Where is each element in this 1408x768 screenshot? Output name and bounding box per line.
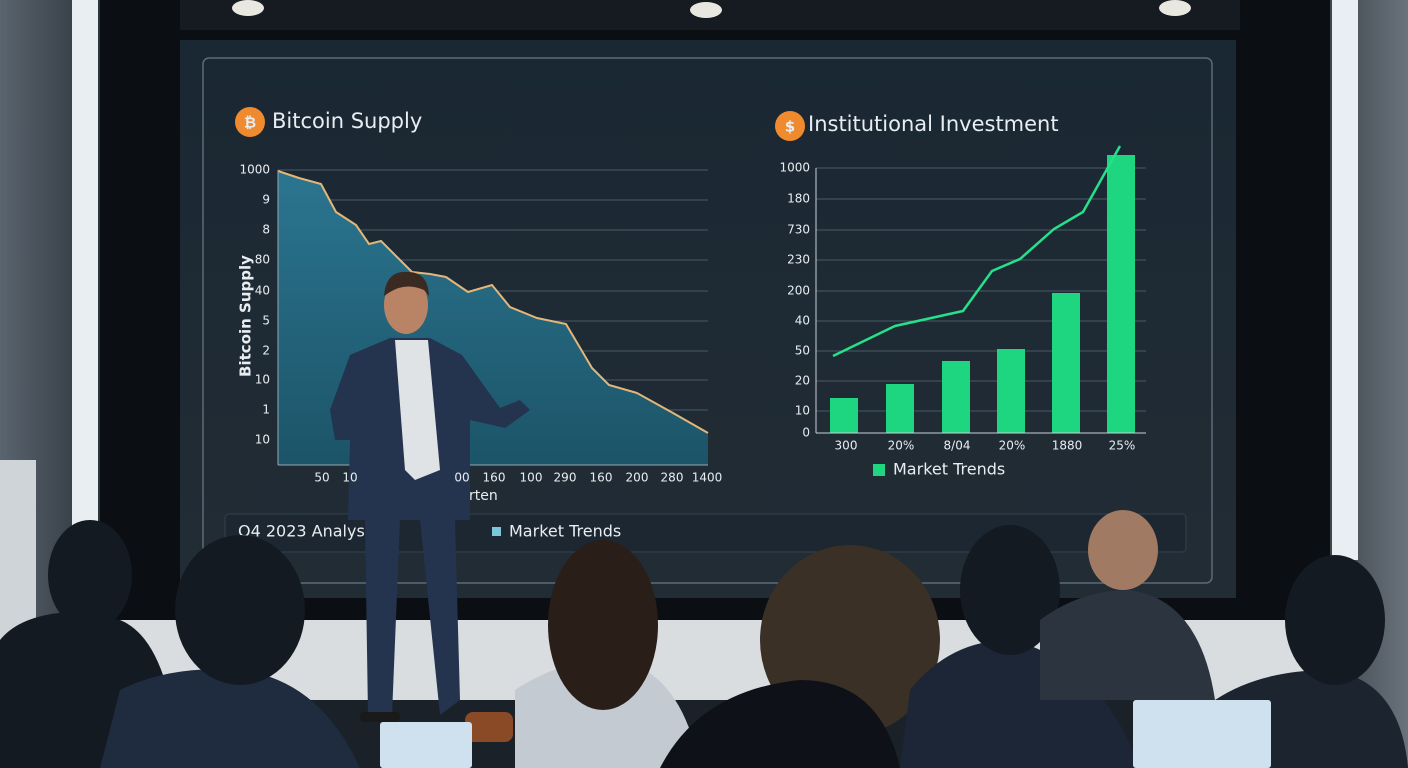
shoe — [360, 712, 400, 722]
y-tick-label: 10 — [255, 373, 270, 387]
y-tick-label: 5 — [262, 314, 270, 328]
y-tick-label: 730 — [787, 223, 810, 237]
person-head — [960, 525, 1060, 655]
y-tick-label: 8 — [262, 223, 270, 237]
bar — [830, 398, 858, 433]
y-tick-label: 200 — [787, 284, 810, 298]
y-tick-label: 10 — [795, 404, 810, 418]
supply-line — [277, 170, 709, 434]
legend-swatch — [492, 527, 501, 536]
shoe — [465, 712, 513, 742]
person-head — [48, 520, 132, 630]
person-head — [1285, 555, 1385, 685]
x-tick-label: 25% — [1109, 439, 1136, 453]
person-head — [1088, 510, 1158, 590]
x-tick-label: 160 — [483, 471, 506, 485]
spotlight — [690, 2, 722, 18]
bitcoin-icon — [235, 107, 265, 137]
y-tick-label: 0 — [802, 426, 810, 440]
person-head — [548, 540, 658, 710]
bar — [1052, 293, 1080, 433]
laptop — [1133, 700, 1271, 768]
y-tick-label: 20 — [795, 374, 810, 388]
laptop — [380, 722, 472, 768]
y-tick-label: 230 — [787, 253, 810, 267]
spotlight — [1159, 0, 1191, 16]
footer-caption: Q4 2023 Analysis — [238, 522, 378, 541]
presenter — [330, 271, 530, 742]
shirt — [395, 340, 440, 480]
y-tick-label: 1000 — [239, 163, 270, 177]
x-tick-label: 100 — [520, 471, 543, 485]
hair — [384, 271, 429, 296]
y-tick-label: 1 — [262, 403, 270, 417]
y-tick-label: 10 — [255, 433, 270, 447]
bar — [997, 349, 1025, 433]
legend-swatch — [873, 464, 885, 476]
y-tick-label: 2 — [262, 344, 270, 358]
x-tick-label: 20% — [999, 439, 1026, 453]
x-tick-label: 1400 — [692, 471, 723, 485]
y-tick-label: 40 — [795, 314, 810, 328]
trend-line — [832, 145, 1122, 358]
chart-title: Institutional Investment — [808, 112, 1059, 136]
person — [660, 680, 900, 768]
chart-title: Bitcoin Supply — [272, 109, 422, 133]
y-tick-label: 50 — [795, 344, 810, 358]
light-column — [1332, 0, 1358, 560]
y-axis-label: Bitcoin Supply — [237, 255, 255, 377]
footer-bar — [224, 513, 1187, 553]
legend-label: Market Trends — [509, 522, 621, 541]
x-tick-label: 50 — [314, 471, 329, 485]
person — [1040, 590, 1215, 700]
y-tick-label: 80 — [255, 253, 270, 267]
person — [900, 640, 1140, 768]
x-tick-label: 1880 — [1052, 439, 1083, 453]
investment-icon — [775, 111, 805, 141]
person — [515, 660, 700, 768]
x-tick-label: 8/04 — [944, 439, 971, 453]
spotlight — [232, 0, 264, 16]
lectern — [0, 460, 36, 640]
y-tick-label: 9 — [262, 193, 270, 207]
suit — [330, 338, 530, 715]
x-tick-label: 200 — [626, 471, 649, 485]
y-tick-label: 1000 — [779, 161, 810, 175]
person — [100, 669, 360, 768]
y-tick-label: 180 — [787, 192, 810, 206]
icon-glyph: $ — [785, 118, 795, 136]
x-tick-label: 300 — [835, 439, 858, 453]
person-head — [175, 535, 305, 685]
x-tick-label: 280 — [661, 471, 684, 485]
x-tick-label: 20% — [888, 439, 915, 453]
screen-border — [202, 57, 1213, 584]
head — [384, 276, 428, 334]
y-tick-label: 40 — [255, 284, 270, 298]
x-tick-label: 160 — [590, 471, 613, 485]
icon-glyph: ₿ — [244, 114, 256, 132]
bar — [1107, 155, 1135, 433]
x-tick-label: 00 — [454, 471, 469, 485]
x-tick-label: 290 — [554, 471, 577, 485]
bar — [942, 361, 970, 433]
x-tick-label: 10 — [342, 471, 357, 485]
light-column — [72, 0, 98, 530]
audience — [0, 510, 1408, 768]
legend-label: Market Trends — [893, 460, 1005, 479]
bar — [886, 384, 914, 433]
